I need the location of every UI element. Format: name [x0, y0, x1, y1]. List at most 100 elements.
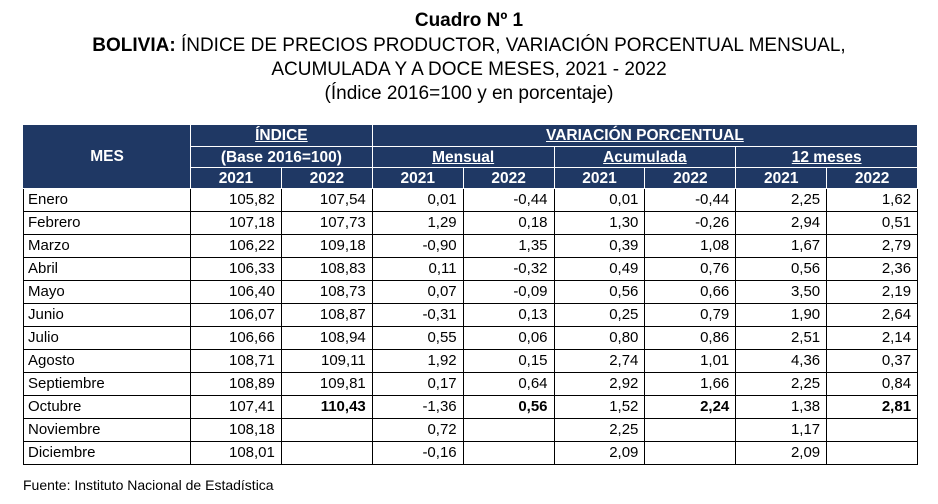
header-year-3: 2022: [462, 167, 555, 189]
value-cell: 0,06: [462, 326, 555, 350]
header-year-6: 2021: [735, 167, 828, 189]
value-cell: 2,14: [826, 326, 919, 350]
value-cell: -0,31: [371, 303, 464, 327]
value-cell: 1,29: [371, 211, 464, 235]
table-body: Enero 105,82 107,54 0,01 -0,44 0,01 -0,44 2,25 1…: [23, 188, 919, 465]
header-mes: MES: [23, 124, 191, 189]
table-row: Febrero 107,18 107,73 1,29 0,18 1,30 -0,26 2,94…: [23, 211, 919, 235]
value-cell: 1,52: [553, 395, 646, 419]
value-cell: 109,18: [280, 234, 373, 258]
value-cell: 2,51: [735, 326, 828, 350]
value-cell: 0,25: [553, 303, 646, 327]
value-cell: [280, 418, 373, 442]
value-cell: 107,73: [280, 211, 373, 235]
subtitle-text: ÍNDICE DE PRECIOS PRODUCTOR, VARIACIÓN P…: [175, 35, 846, 56]
value-cell: 1,30: [553, 211, 646, 235]
value-cell: [826, 441, 919, 465]
header-year-2: 2021: [371, 167, 464, 189]
table-title: Cuadro Nº 1: [414, 10, 524, 31]
month-cell: Febrero: [23, 211, 191, 235]
table-header: MES ÍNDICE VARIACIÓN PORCENTUAL (Base 20…: [23, 124, 919, 189]
value-cell: 2,25: [735, 188, 828, 212]
value-cell: 0,64: [462, 372, 555, 396]
value-cell: 2,24: [644, 395, 737, 419]
value-cell: 108,89: [190, 372, 282, 396]
value-cell: 0,56: [462, 395, 555, 419]
value-cell: 107,54: [280, 188, 373, 212]
value-cell: 0,11: [371, 257, 464, 281]
value-cell: 1,67: [735, 234, 828, 258]
table-subtitle-line2: ACUMULADA Y A DOCE MESES, 2021 - 2022: [271, 59, 667, 80]
table-row: Noviembre 108,18 0,72 2,25 1,17: [23, 418, 919, 442]
value-cell: [462, 441, 555, 465]
header-year-5: 2022: [644, 167, 737, 189]
value-cell: 0,15: [462, 349, 555, 373]
value-cell: 2,09: [735, 441, 828, 465]
value-cell: -0,16: [371, 441, 464, 465]
value-cell: 2,09: [553, 441, 646, 465]
header-variacion: VARIACIÓN PORCENTUAL: [371, 124, 919, 147]
value-cell: 1,92: [371, 349, 464, 373]
value-cell: -0,90: [371, 234, 464, 258]
value-cell: -1,36: [371, 395, 464, 419]
value-cell: 108,18: [190, 418, 282, 442]
table-row: Enero 105,82 107,54 0,01 -0,44 0,01 -0,44 2,25 1…: [23, 188, 919, 212]
table-row: Septiembre 108,89 109,81 0,17 0,64 2,92 1,66 2,…: [23, 372, 919, 396]
value-cell: 0,55: [371, 326, 464, 350]
month-cell: Junio: [23, 303, 191, 327]
month-cell: Julio: [23, 326, 191, 350]
table-subtitle-line3: (Índice 2016=100 y en porcentaje): [324, 83, 614, 104]
value-cell: 0,01: [553, 188, 646, 212]
value-cell: [826, 418, 919, 442]
value-cell: 2,64: [826, 303, 919, 327]
header-year-0: 2021: [190, 167, 282, 189]
value-cell: 106,66: [190, 326, 282, 350]
value-cell: 106,07: [190, 303, 282, 327]
table-row: Diciembre 108,01 -0,16 2,09 2,09: [23, 441, 919, 465]
table-row: Junio 106,07 108,87 -0,31 0,13 0,25 0,79 1,90 2,…: [23, 303, 919, 327]
value-cell: 110,43: [280, 395, 373, 419]
month-cell: Mayo: [23, 280, 191, 304]
table-row: Octubre 107,41 110,43 -1,36 0,56 1,52 2,24 1,38…: [23, 395, 919, 419]
month-cell: Abril: [23, 257, 191, 281]
value-cell: 107,41: [190, 395, 282, 419]
table-row: Julio 106,66 108,94 0,55 0,06 0,80 0,86 2,51 2,1…: [23, 326, 919, 350]
value-cell: 0,18: [462, 211, 555, 235]
value-cell: 1,35: [462, 234, 555, 258]
value-cell: 0,39: [553, 234, 646, 258]
header-acumulada: Acumulada: [553, 146, 737, 168]
value-cell: 0,72: [371, 418, 464, 442]
value-cell: 0,56: [735, 257, 828, 281]
month-cell: Enero: [23, 188, 191, 212]
value-cell: 0,51: [826, 211, 919, 235]
value-cell: 0,17: [371, 372, 464, 396]
month-cell: Diciembre: [23, 441, 191, 465]
table-row: Mayo 106,40 108,73 0,07 -0,09 0,56 0,66 3,50 2,1…: [23, 280, 919, 304]
month-cell: Octubre: [23, 395, 191, 419]
value-cell: 1,17: [735, 418, 828, 442]
header-mensual: Mensual: [371, 146, 555, 168]
table-subtitle-line1: BOLIVIA: ÍNDICE DE PRECIOS PRODUCTOR, VA…: [0, 34, 938, 58]
value-cell: 0,13: [462, 303, 555, 327]
value-cell: 0,49: [553, 257, 646, 281]
value-cell: 2,74: [553, 349, 646, 373]
value-cell: 2,25: [553, 418, 646, 442]
value-cell: 2,79: [826, 234, 919, 258]
value-cell: 108,71: [190, 349, 282, 373]
table-row: Agosto 108,71 109,11 1,92 0,15 2,74 1,01 4,36 0,…: [23, 349, 919, 373]
value-cell: [644, 418, 737, 442]
value-cell: 0,79: [644, 303, 737, 327]
month-cell: Marzo: [23, 234, 191, 258]
value-cell: 0,86: [644, 326, 737, 350]
value-cell: [280, 441, 373, 465]
value-cell: 0,66: [644, 280, 737, 304]
source-note: Fuente: Instituto Nacional de Estadístic…: [23, 477, 274, 493]
value-cell: [462, 418, 555, 442]
value-cell: 108,87: [280, 303, 373, 327]
value-cell: 108,73: [280, 280, 373, 304]
month-cell: Septiembre: [23, 372, 191, 396]
value-cell: [644, 441, 737, 465]
value-cell: 2,94: [735, 211, 828, 235]
value-cell: 0,56: [553, 280, 646, 304]
header-indice: ÍNDICE: [190, 124, 373, 147]
